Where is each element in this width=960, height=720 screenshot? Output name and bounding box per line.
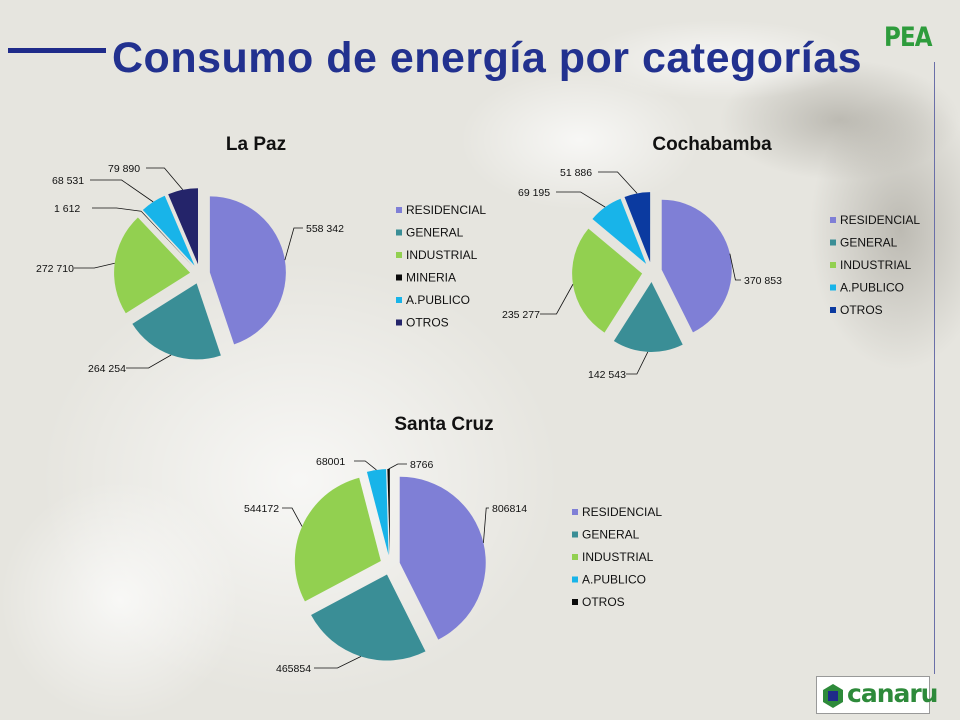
legend-swatch <box>396 252 402 258</box>
pie-slice-apublico <box>142 195 195 266</box>
canaru-logo: canaru <box>816 676 938 714</box>
leader-line <box>74 262 115 269</box>
leader-line <box>126 354 172 369</box>
pie-slice-industrial <box>114 217 191 314</box>
data-label: 68 531 <box>52 175 84 187</box>
data-label: 79 890 <box>108 163 140 175</box>
leader-line <box>92 207 142 212</box>
pie-slice-residencial <box>209 196 286 345</box>
data-label: 272 710 <box>36 263 74 275</box>
legend-item: GENERAL <box>406 226 464 240</box>
legend-item: A.PUBLICO <box>406 293 470 307</box>
legend-item: RESIDENCIAL <box>406 203 486 217</box>
logo-text: canaru <box>847 679 938 708</box>
right-divider <box>934 62 935 674</box>
canaru-mark-icon <box>823 684 843 708</box>
leader-line <box>146 167 184 190</box>
pie-slice-general <box>132 283 221 360</box>
legend-item: OTROS <box>406 316 449 330</box>
legend-item: INDUSTRIAL <box>406 248 478 262</box>
data-label: 264 254 <box>88 363 126 375</box>
pie-slice-mineria <box>140 211 194 267</box>
title-accent-bar <box>8 48 106 53</box>
slide-title: Consumo de energía por categorías <box>112 34 863 82</box>
leader-line <box>284 227 303 261</box>
legend-swatch <box>396 297 402 303</box>
legend-swatch <box>396 207 402 213</box>
data-label: 1 612 <box>54 203 80 215</box>
legend-swatch <box>396 229 402 236</box>
brand-logo-text: PEA <box>884 22 933 53</box>
data-label: 558 342 <box>306 223 344 235</box>
legend-item: MINERIA <box>406 271 456 285</box>
legend-swatch <box>396 274 402 281</box>
leader-line <box>90 179 154 203</box>
chart-title: La Paz <box>226 134 286 155</box>
pie-slice-otros <box>168 188 198 265</box>
legend-swatch <box>396 319 402 326</box>
